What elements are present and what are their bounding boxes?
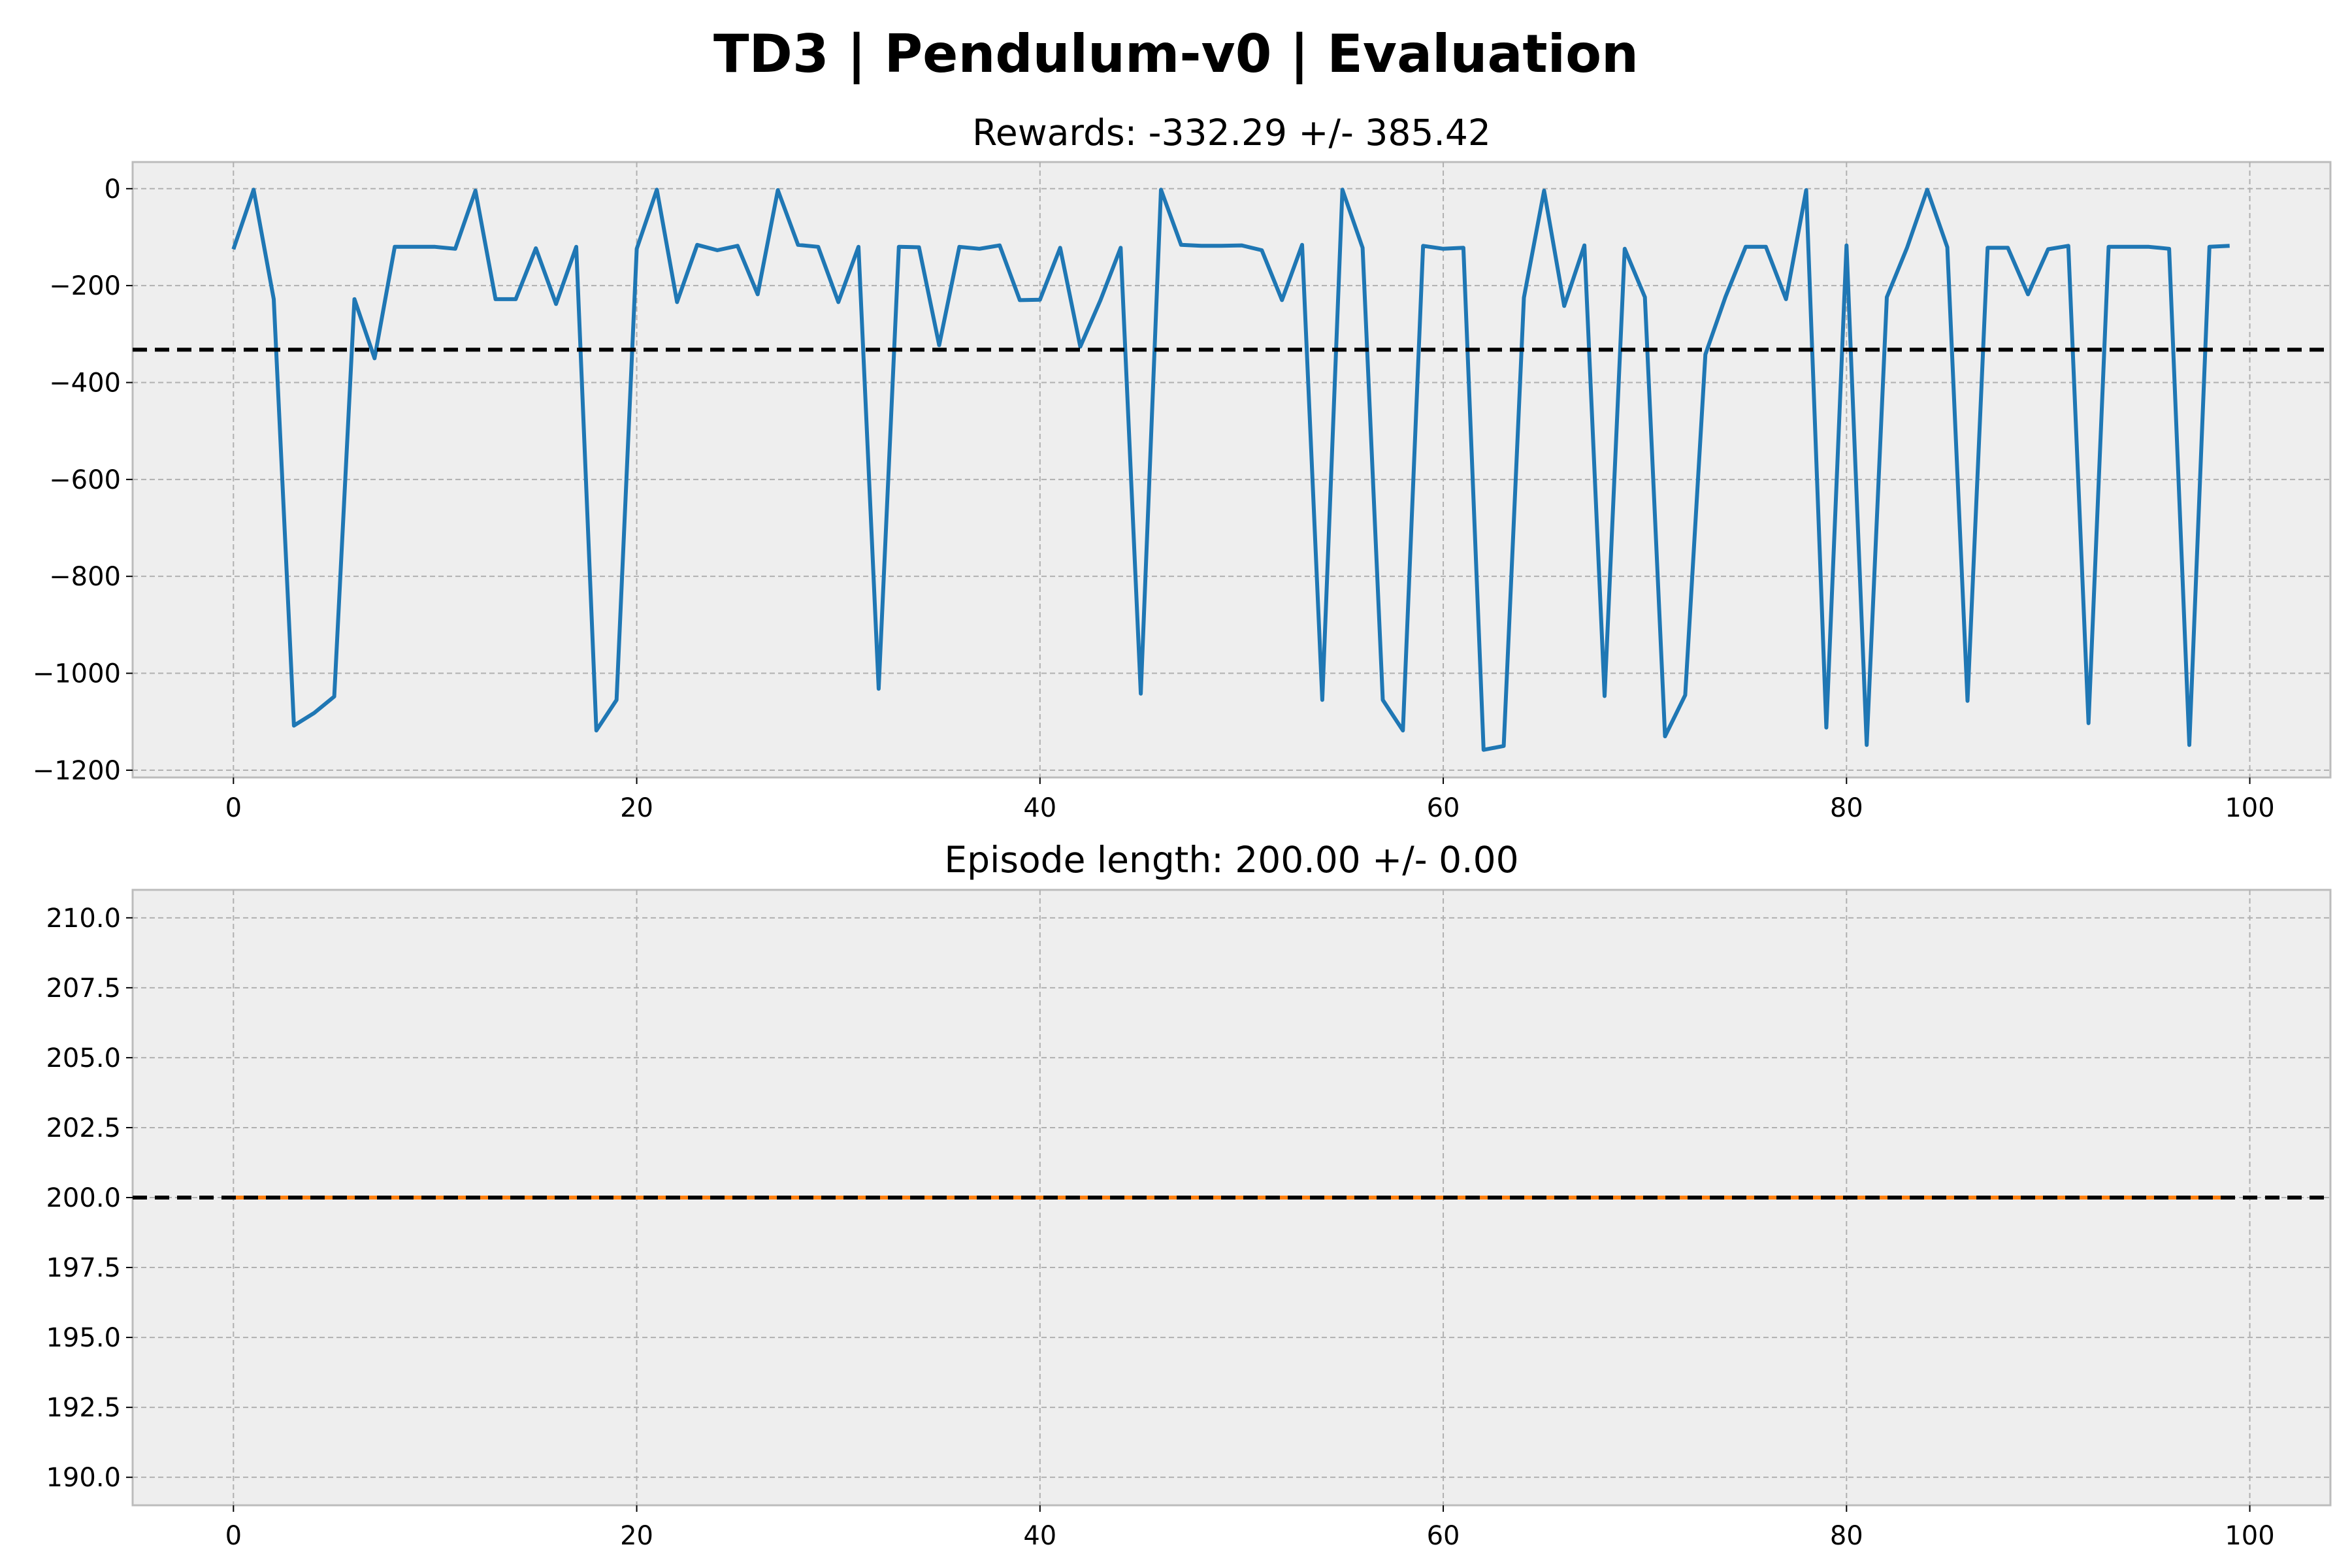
episode-length-y-tick-label: 200.0 <box>46 1183 121 1213</box>
rewards-series-line <box>231 188 2230 752</box>
episode-length-subplot: Episode length: 200.00 +/- 0.00 0 20 40 60 8… <box>46 839 2332 1551</box>
rewards-x-tick-label: 60 <box>1427 793 1460 823</box>
rewards-y-tick-label: −400 <box>49 368 121 398</box>
rewards-y-tick-label: −800 <box>49 562 121 592</box>
episode-length-y-tick-label: 195.0 <box>46 1323 121 1353</box>
rewards-plot-area <box>131 161 2332 779</box>
rewards-y-tick-label: −1000 <box>33 659 121 689</box>
rewards-y-tick-label: 0 <box>105 174 121 204</box>
rewards-y-tick-label: −200 <box>49 271 121 301</box>
episode-length-y-tick-label: 197.5 <box>46 1253 121 1283</box>
rewards-x-tick-label: 80 <box>1830 793 1863 823</box>
rewards-y-tick-label: −600 <box>49 465 121 495</box>
rewards-x-tick-label: 0 <box>225 793 242 823</box>
rewards-subplot: Rewards: -332.29 +/- 385.42 0 20 40 60 80 100… <box>33 112 2332 823</box>
episode-length-y-tick-label: 202.5 <box>46 1113 121 1143</box>
rewards-title: Rewards: -332.29 +/- 385.42 <box>972 112 1491 154</box>
episode-length-x-tick-label: 20 <box>620 1521 653 1551</box>
rewards-x-tick-label: 100 <box>2225 793 2274 823</box>
episode-length-x-tick-label: 40 <box>1023 1521 1056 1551</box>
rewards-y-tick-label: −1200 <box>33 756 121 786</box>
episode-length-x-tick-label: 0 <box>225 1521 242 1551</box>
episode-length-y-tick-label: 207.5 <box>46 973 121 1004</box>
episode-length-x-tick-label: 80 <box>1830 1521 1863 1551</box>
episode-length-y-tick-label: 192.5 <box>46 1393 121 1423</box>
figure-title: TD3 | Pendulum-v0 | Evaluation <box>713 24 1639 85</box>
episode-length-y-tick-label: 205.0 <box>46 1043 121 1073</box>
rewards-x-tick-label: 40 <box>1023 793 1056 823</box>
episode-length-x-tick-label: 60 <box>1427 1521 1460 1551</box>
rewards-x-tick-label: 20 <box>620 793 653 823</box>
episode-length-title: Episode length: 200.00 +/- 0.00 <box>944 839 1518 881</box>
episode-length-y-tick-label: 210.0 <box>46 904 121 934</box>
episode-length-x-tick-label: 100 <box>2225 1521 2274 1551</box>
episode-length-y-tick-label: 190.0 <box>46 1463 121 1493</box>
